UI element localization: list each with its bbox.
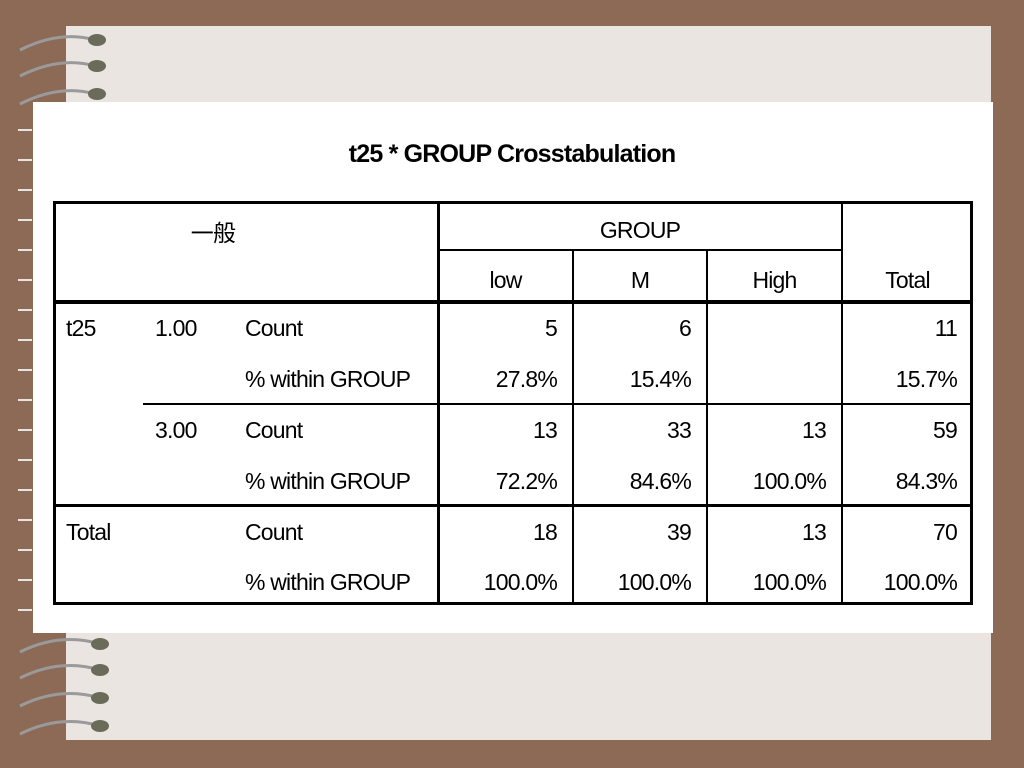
cell-value: 59 <box>933 417 958 443</box>
cell-value: 70 <box>933 519 958 545</box>
cell-value: 5 <box>545 315 558 341</box>
rule <box>53 504 973 507</box>
cell-value: 27.8% <box>495 366 558 392</box>
row-variable: t25 <box>66 315 96 341</box>
cell-value: 84.6% <box>629 468 692 494</box>
table-title: t25 * GROUP Crosstabulation <box>348 140 676 168</box>
rule <box>53 300 973 304</box>
row-statistic: Count <box>245 417 303 443</box>
row-variable: Total <box>66 519 111 545</box>
cell-value: 100.0% <box>617 569 692 595</box>
column-header: High <box>752 267 797 293</box>
cell-value: 100.0% <box>883 569 958 595</box>
cell-value: 18 <box>533 519 558 545</box>
content-panel <box>33 102 993 633</box>
row-statistic: Count <box>245 519 303 545</box>
cell-value: 15.7% <box>895 366 958 392</box>
rule <box>143 403 973 405</box>
rule <box>572 250 574 605</box>
row-statistic: Count <box>245 315 303 341</box>
column-header: low <box>489 267 522 293</box>
cell-value: 13 <box>802 519 827 545</box>
row-group: 3.00 <box>155 417 197 443</box>
spiral-binding <box>18 34 109 736</box>
row-statistic: % within GROUP <box>245 366 411 392</box>
cell-value: 15.4% <box>629 366 692 392</box>
cell-value: 72.2% <box>495 468 558 494</box>
cell-value: 84.3% <box>895 468 958 494</box>
rule <box>438 249 842 251</box>
cell-value: 100.0% <box>752 569 827 595</box>
row-group: 1.00 <box>155 315 197 341</box>
cell-value: 6 <box>679 315 692 341</box>
rule <box>706 250 708 605</box>
cell-value: 11 <box>934 315 958 341</box>
column-header: Total <box>885 267 930 293</box>
cell-value: 100.0% <box>752 468 827 494</box>
cell-value: 100.0% <box>483 569 558 595</box>
cell-value: 39 <box>667 519 692 545</box>
row-statistic: % within GROUP <box>245 569 411 595</box>
row-statistic: % within GROUP <box>245 468 411 494</box>
column-header: M <box>630 267 650 293</box>
corner-label: 一般 <box>190 221 236 247</box>
group-header: GROUP <box>599 217 681 243</box>
cell-value: 13 <box>533 417 558 443</box>
cell-value: 33 <box>667 417 692 443</box>
cell-value: 13 <box>802 417 827 443</box>
